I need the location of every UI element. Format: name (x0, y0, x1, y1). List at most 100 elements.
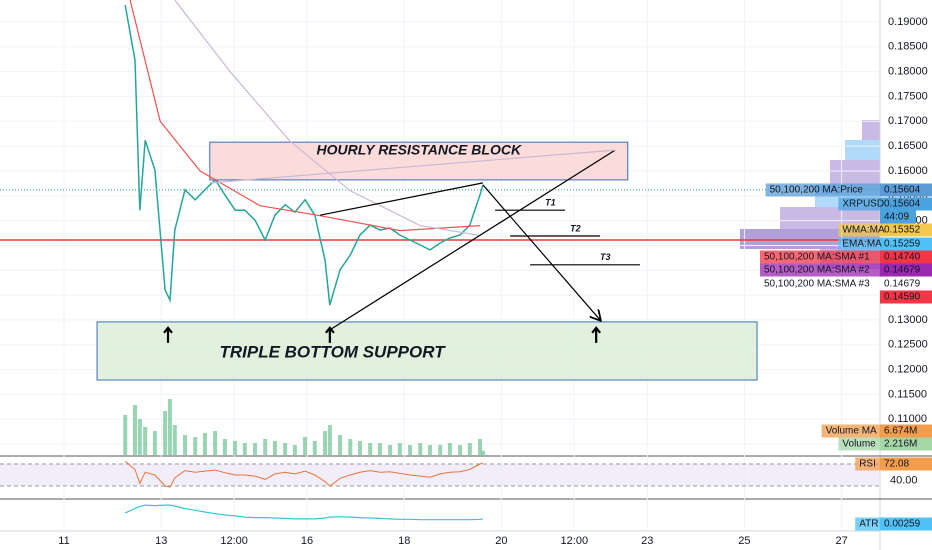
x-tick-label: 13 (155, 535, 167, 547)
volume-bar (397, 443, 402, 455)
tag-name: EMA:MA (842, 239, 882, 250)
tag-name: XRPUSD (842, 199, 884, 210)
tag-name: Volume (842, 439, 876, 450)
y-tick-label: 0.13000 (888, 314, 928, 326)
volume-bar (322, 431, 327, 455)
volume-bar (137, 419, 142, 455)
rsi-line (124, 460, 484, 488)
volume-bar (172, 425, 177, 455)
tag-name-bg (838, 437, 880, 451)
y-tick-label: 40.00 (890, 474, 918, 486)
up-arrow (324, 326, 335, 343)
volume-bar (143, 427, 148, 455)
tag-name: Volume MA (826, 426, 877, 437)
volume-bar (480, 450, 485, 455)
y-tick-label: 0.16500 (888, 140, 928, 152)
x-tick-label: 20 (495, 535, 507, 547)
tag-name-bg (838, 197, 880, 211)
price-tag-value: 0.00259 (884, 519, 921, 530)
tag-name-bg (880, 210, 916, 224)
up-arrow (163, 326, 173, 343)
price-tag (880, 183, 932, 197)
tag-name-bg (760, 250, 880, 264)
target-label: T2 (570, 223, 581, 233)
price-tag-value: 72.08 (884, 459, 909, 470)
volume-bar (242, 443, 247, 455)
volume-bar (447, 443, 452, 455)
price-tag (880, 237, 932, 251)
volume-bar (213, 431, 218, 455)
tag-name-bg (760, 263, 880, 277)
zone (209, 141, 629, 181)
volume-bar (263, 439, 268, 455)
target-label: T1 (545, 198, 556, 208)
price-tag (880, 223, 932, 237)
volume-bar (193, 437, 198, 455)
volume-bar (167, 399, 172, 455)
trend-line (482, 184, 600, 320)
y-tick-label: 0.16000 (888, 165, 928, 177)
x-tick-label: 27 (835, 535, 847, 547)
volume-bar (292, 445, 297, 455)
tag-name-bg (821, 424, 880, 438)
volume-bar (253, 443, 258, 455)
tag-name: ATR (859, 519, 878, 530)
volume-bar (408, 445, 413, 455)
volume-bar (388, 445, 393, 455)
volume-bar (377, 443, 382, 455)
y-tick-label: 0.12500 (888, 339, 928, 351)
x-tick-label: 18 (398, 535, 410, 547)
volume-bar (357, 441, 362, 455)
target-label: T3 (600, 252, 611, 262)
volume-bar (312, 441, 317, 455)
atr-line (124, 504, 483, 521)
price-tag (880, 197, 932, 211)
tag-name-bg (765, 183, 880, 197)
volume-bar (183, 435, 188, 455)
price-tag-value: 0.15352 (884, 225, 921, 236)
volume-bar (163, 411, 168, 455)
price-tag (880, 290, 932, 304)
volume-bar (132, 405, 137, 455)
y-tick-label: 0.11500 (888, 388, 927, 400)
price-tag-value: 6.674M (884, 426, 917, 437)
trend-line (209, 149, 616, 184)
tag-name: 50,100,200 MA:SMA #2 (764, 265, 870, 276)
price-tag (880, 457, 932, 471)
price-tag (880, 263, 932, 277)
y-tick-label: 0.18500 (888, 41, 928, 53)
x-tick-label: 12:00 (561, 535, 589, 547)
tag-name: 50,100,200 MA:SMA #1 (764, 252, 870, 263)
price-tag (880, 277, 932, 291)
zone-label: TRIPLE BOTTOM SUPPORT (219, 342, 446, 361)
volume-bar (467, 443, 472, 455)
volume-bar (222, 439, 227, 455)
y-tick-label: 0.17500 (888, 90, 928, 102)
tag-name: 50,100,200 MA:Price (770, 185, 864, 196)
price-tag-value: 0.15604 (884, 185, 921, 196)
tag-name: RSI (859, 459, 876, 470)
volume-bar (303, 437, 308, 455)
price-tag-value: 2.216M (884, 439, 917, 450)
volume-bar (327, 425, 332, 455)
y-tick-label: 0.17000 (888, 115, 928, 127)
y-tick-label: 0.11000 (888, 413, 927, 425)
price-tag (880, 437, 932, 451)
y-tick-label: 0.18000 (888, 66, 928, 78)
price-tag-value: 0.14590 (884, 292, 921, 303)
trend-line (320, 182, 484, 216)
volume-bar (438, 445, 443, 455)
zone-label: HOURLY RESISTANCE BLOCK (316, 142, 521, 158)
rsi-band-bg (0, 463, 880, 487)
volume-bar (368, 443, 373, 455)
price-tag-value: 0.14740 (884, 252, 921, 263)
tag-name-bg (855, 457, 880, 471)
volume-bar (202, 433, 207, 455)
volume-bar (458, 445, 463, 455)
price-tag-value: 0.15604 (884, 199, 921, 210)
y-tick-label: 0.12000 (888, 363, 928, 375)
y-tick-label: 0.19000 (888, 16, 928, 28)
zone (96, 321, 758, 381)
x-tick-label: 23 (641, 535, 653, 547)
series-line (129, 0, 481, 232)
